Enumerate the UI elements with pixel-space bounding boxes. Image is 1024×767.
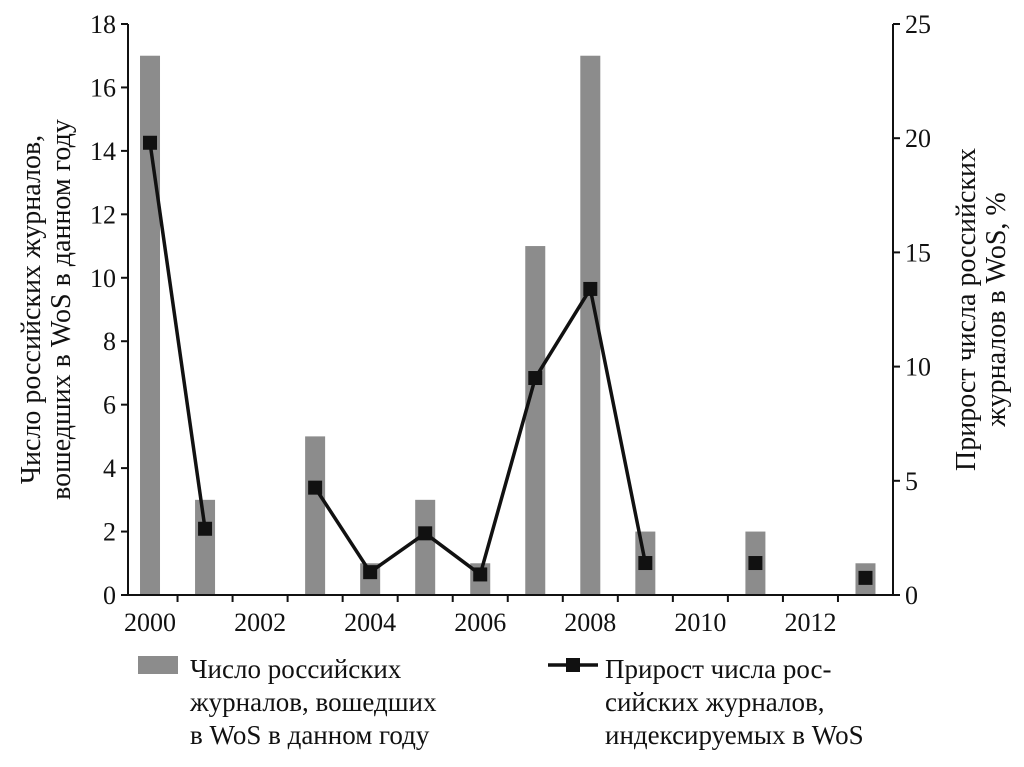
legend-label-line: Прирост числа рос-сийских журналов, индек… (605, 654, 864, 750)
left-y-ticks: 0 2 4 6 8 10 12 14 16 18 (90, 10, 128, 610)
right-axis-title-line-1: Прирост числа российских (951, 148, 982, 471)
line-series (143, 135, 873, 585)
marker-2005 (418, 526, 433, 541)
left-tick-label-12: 12 (90, 200, 116, 229)
right-tick-label-25: 25 (905, 10, 931, 39)
left-axis-title: Число российских журналов,вошедших в WoS… (16, 119, 77, 500)
bar-2007 (525, 246, 546, 596)
line-segment-1 (148, 142, 207, 530)
right-axis-title-line-2: журналов в WoS, % (981, 192, 1012, 428)
left-tick-label-8: 8 (103, 327, 116, 356)
marker-2013 (858, 570, 873, 585)
left-tick-label-0: 0 (103, 581, 116, 610)
right-axis-title-text: Прирост числа российскихжурналов в WoS, … (951, 148, 1012, 471)
left-tick-label-16: 16 (90, 73, 116, 102)
legend-label-bar-line-3: в WoS в данном году (190, 720, 430, 750)
marker-2007 (528, 371, 543, 386)
legend-label-bar-line-2: журналов, вошедших (189, 687, 437, 717)
x-tick-label-2002: 2002 (234, 608, 286, 637)
left-axis-title-line-1: Число российских журналов, (16, 135, 47, 484)
x-tick-label-2008: 2008 (564, 608, 616, 637)
legend-label-line-line-2: сийских журналов, (605, 687, 824, 717)
left-axis-title-text: Число российских журналов,вошедших в WoS… (16, 119, 77, 500)
bar-2000 (140, 55, 161, 595)
x-tick-label-2006: 2006 (454, 608, 506, 637)
left-tick-label-14: 14 (90, 137, 116, 166)
x-tick-label-2004: 2004 (344, 608, 396, 637)
legend-label-bar-line-1: Число российских (190, 654, 402, 684)
x-tick-label-2012: 2012 (784, 608, 836, 637)
left-axis-title-line-2: вошедших в WoS в данном году (46, 119, 77, 500)
legend-label-line-line-3: индексируемых в WoS (605, 720, 864, 750)
marker-2011 (748, 556, 763, 571)
right-tick-label-15: 15 (905, 238, 931, 267)
marker-2006 (473, 567, 488, 582)
marker-2004 (363, 565, 378, 580)
legend-swatch-bar (138, 656, 178, 674)
bar-2005 (415, 499, 436, 595)
x-tick-label-2000: 2000 (124, 608, 176, 637)
left-tick-label-18: 18 (90, 10, 116, 39)
right-axis-title: Прирост числа российскихжурналов в WoS, … (951, 148, 1012, 471)
right-tick-label-10: 10 (905, 353, 931, 382)
legend: Число российских журналов, вошедших в WoS … (138, 654, 864, 750)
bar-2001 (195, 499, 216, 595)
right-y-ticks: 0 5 10 15 20 25 (893, 10, 931, 610)
marker-2008 (583, 281, 598, 296)
legend-label-bar: Число российских журналов, вошедших в WoS … (189, 654, 437, 750)
right-tick-label-20: 20 (905, 124, 931, 153)
marker-2000 (143, 135, 158, 150)
left-tick-label-4: 4 (103, 454, 116, 483)
axes (127, 24, 894, 596)
x-tick-label-2010: 2010 (674, 608, 726, 637)
legend-swatch-marker (566, 658, 580, 672)
marker-2001 (198, 521, 213, 536)
marker-2003 (308, 480, 323, 495)
right-tick-label-5: 5 (905, 467, 918, 496)
bar-2008 (580, 55, 601, 595)
legend-label-line-line-1: Прирост числа рос- (605, 654, 832, 684)
bar-2003 (305, 436, 326, 595)
left-tick-label-10: 10 (90, 264, 116, 293)
right-tick-label-0: 0 (905, 581, 918, 610)
bar-series (140, 55, 876, 596)
left-tick-label-2: 2 (103, 518, 116, 547)
marker-2009 (638, 556, 653, 571)
left-tick-label-6: 6 (103, 391, 116, 420)
x-ticks: 2000 2002 2004 2006 2008 2010 2012 (124, 595, 839, 637)
